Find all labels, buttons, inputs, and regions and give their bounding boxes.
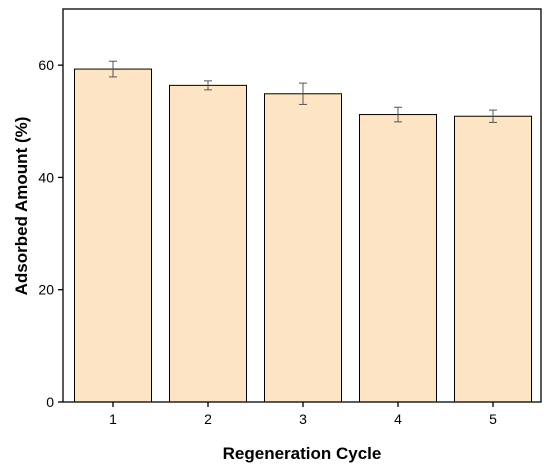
- y-tick-label: 0: [46, 394, 54, 410]
- x-tick-label: 3: [299, 411, 307, 427]
- x-tick-label: 2: [204, 411, 212, 427]
- y-axis-title: Adsorbed Amount (%): [12, 117, 31, 296]
- x-axis-title: Regeneration Cycle: [223, 444, 382, 463]
- error-bar-4: [394, 106, 402, 123]
- x-axis-ticks: 1 2 3 4 5: [109, 402, 497, 427]
- error-bar-2: [204, 80, 212, 91]
- plot-frame: [62, 8, 542, 403]
- error-bar-3: [299, 82, 307, 105]
- y-tick-label: 20: [38, 282, 54, 298]
- x-tick-label: 1: [109, 411, 117, 427]
- error-bars: [109, 60, 497, 123]
- bar-4: [359, 114, 437, 403]
- y-axis-ticks: 0 20 40 60: [38, 57, 63, 410]
- bar-1: [74, 68, 152, 403]
- y-tick-label: 40: [38, 169, 54, 185]
- bars: [74, 68, 532, 403]
- y-tick-label: 60: [38, 57, 54, 73]
- bar-3: [264, 93, 342, 403]
- error-bar-5: [489, 109, 497, 123]
- bar-2: [169, 84, 247, 403]
- x-tick-label: 5: [489, 411, 497, 427]
- x-tick-label: 4: [394, 411, 402, 427]
- error-bar-1: [109, 60, 117, 78]
- bar-5: [454, 115, 532, 403]
